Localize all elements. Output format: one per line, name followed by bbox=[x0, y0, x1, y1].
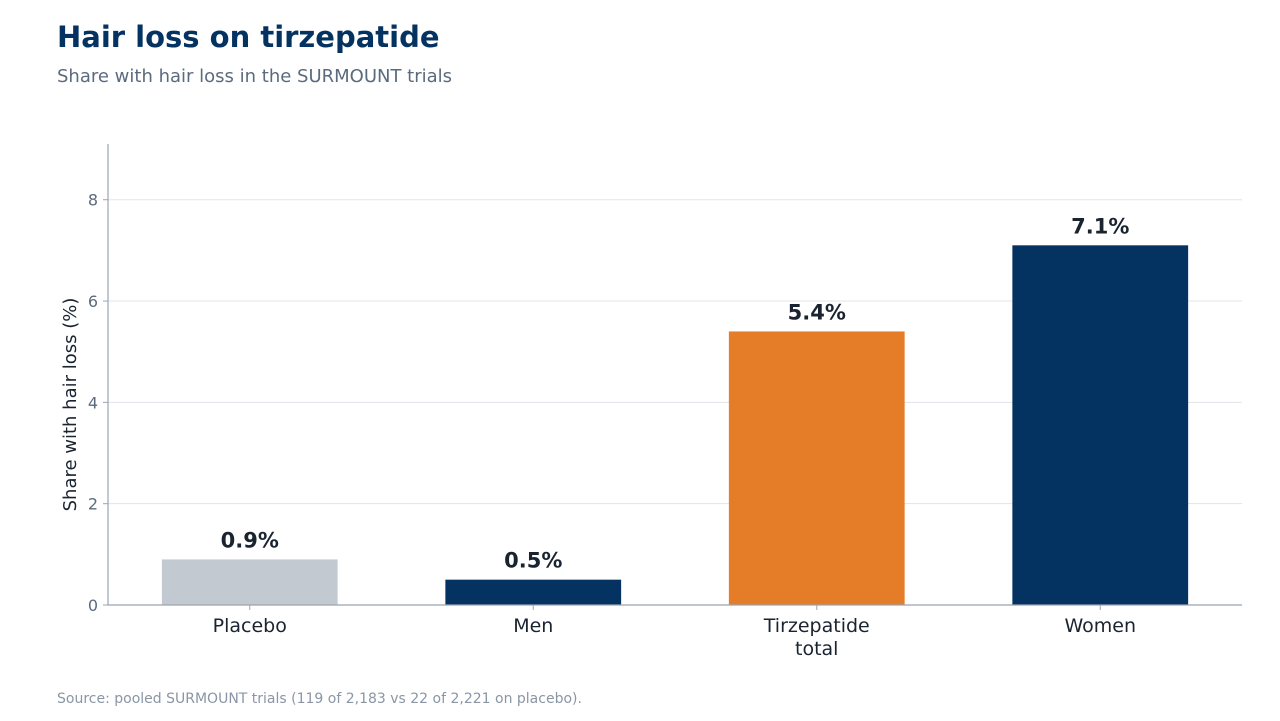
x-tick-label: Men bbox=[513, 615, 553, 637]
y-tick-label: 4 bbox=[88, 393, 98, 412]
data-label: 0.5% bbox=[504, 549, 562, 573]
bar bbox=[445, 579, 622, 605]
x-tick-label: Placebo bbox=[213, 615, 287, 637]
data-label: 7.1% bbox=[1071, 214, 1129, 238]
x-tick-label: Women bbox=[1064, 615, 1136, 637]
y-tick-label: 8 bbox=[88, 191, 98, 210]
bar bbox=[161, 559, 338, 605]
chart-subtitle: Share with hair loss in the SURMOUNT tri… bbox=[57, 66, 453, 87]
bar bbox=[728, 331, 905, 605]
bar bbox=[1012, 245, 1189, 606]
data-label: 5.4% bbox=[788, 300, 846, 324]
source-note: Source: pooled SURMOUNT trials (119 of 2… bbox=[57, 691, 582, 707]
y-tick-label: 0 bbox=[88, 596, 98, 615]
y-tick-label: 2 bbox=[88, 495, 98, 514]
data-label: 0.9% bbox=[221, 528, 279, 552]
y-tick-label: 6 bbox=[88, 292, 98, 311]
chart-title: Hair loss on tirzepatide bbox=[57, 20, 440, 54]
y-axis-label: Share with hair loss (%) bbox=[60, 298, 81, 512]
x-tick-label: Tirzepatide total bbox=[763, 615, 870, 660]
